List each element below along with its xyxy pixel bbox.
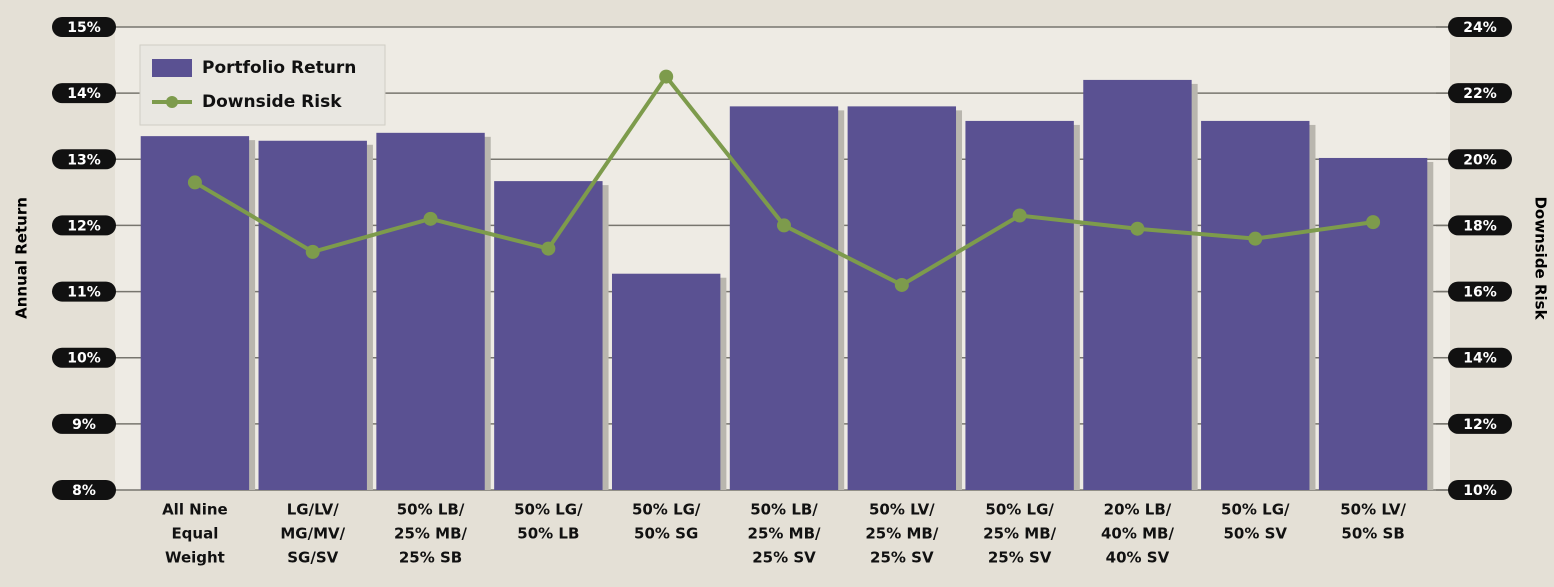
bar — [140, 136, 250, 490]
x-tick-label: 40% MB/ — [1101, 525, 1174, 543]
bar — [847, 106, 957, 490]
y-tick-label: 15% — [67, 20, 101, 36]
y2-tick-pill — [1448, 215, 1512, 236]
bar — [611, 273, 721, 490]
bar — [258, 140, 367, 490]
x-tick-label: 25% SV — [752, 549, 816, 567]
x-tick-label: 25% SV — [870, 549, 934, 567]
x-tick-label: 25% MB/ — [748, 525, 821, 543]
y2-axis-label: Downside Risk — [1532, 196, 1550, 320]
line-point — [1366, 215, 1381, 230]
bar — [1201, 120, 1310, 491]
x-tick-label: 50% SV — [1223, 525, 1287, 543]
x-tick-label: 50% LG/ — [985, 501, 1054, 519]
line-point — [659, 69, 674, 84]
y-tick-label: 12% — [67, 218, 101, 234]
legend-dot — [166, 96, 178, 108]
bar — [1083, 79, 1192, 491]
line-point — [1130, 221, 1145, 236]
y2-tick-label: 10% — [1463, 483, 1497, 499]
y2-tick-label: 22% — [1463, 86, 1497, 102]
x-tick-label: 50% LB/ — [750, 501, 818, 519]
line-point — [187, 175, 202, 190]
x-tick-label: 50% SB — [1341, 525, 1404, 543]
x-tick-label: 50% LV/ — [1340, 501, 1406, 519]
x-tick-label: 50% LG/ — [1221, 501, 1290, 519]
x-tick-label: Weight — [165, 549, 225, 567]
x-tick-label: MG/MV/ — [280, 525, 345, 543]
x-tick-label: 50% LV/ — [869, 501, 935, 519]
bar — [965, 120, 1074, 491]
y2-tick-label: 12% — [1463, 417, 1497, 433]
x-tick-label: 25% MB/ — [983, 525, 1056, 543]
legend-swatch — [152, 59, 192, 77]
x-tick-label: SG/SV — [287, 549, 338, 567]
y2-tick-pill — [1448, 83, 1512, 104]
y-axis-label: Annual Return — [13, 197, 31, 319]
y2-tick-label: 16% — [1463, 285, 1497, 301]
x-tick-label: LG/LV/ — [287, 501, 339, 519]
y-tick-pill — [52, 347, 116, 368]
x-tick-label: 50% LG/ — [514, 501, 583, 519]
x-tick-label: 20% LB/ — [1104, 501, 1172, 519]
y2-tick-pill — [1448, 17, 1512, 37]
y-tick-label: 9% — [72, 417, 96, 433]
y-tick-label: 13% — [67, 152, 101, 168]
y-tick-label: 10% — [67, 351, 101, 367]
y-tick-pill — [52, 83, 116, 104]
y-tick-pill — [52, 215, 116, 236]
y2-tick-pill — [1448, 149, 1512, 170]
y-tick-label: 14% — [67, 86, 101, 102]
line-point — [777, 218, 791, 233]
legend-label: Downside Risk — [202, 92, 342, 112]
y2-tick-pill — [1448, 480, 1512, 500]
y2-tick-pill — [1448, 281, 1512, 302]
y-tick-pill — [52, 480, 116, 500]
legend-label: Portfolio Return — [202, 58, 356, 78]
x-tick-label: 25% MB/ — [865, 525, 938, 543]
y-tick-pill — [52, 17, 116, 37]
bar — [1318, 157, 1428, 490]
y-tick-pill — [52, 281, 116, 302]
line-point — [423, 211, 438, 226]
legend-box — [139, 44, 386, 126]
line-point — [894, 277, 909, 292]
y2-tick-label: 18% — [1463, 218, 1497, 234]
line-point — [1012, 208, 1027, 223]
x-tick-label: 50% LB — [517, 525, 579, 543]
line-point — [305, 244, 320, 259]
y-tick-pill — [52, 413, 116, 434]
line-point — [1248, 231, 1263, 246]
y2-tick-label: 24% — [1463, 20, 1497, 36]
x-tick-label: 50% SG — [634, 525, 698, 543]
bar — [376, 132, 485, 491]
y-tick-label: 11% — [67, 285, 101, 301]
line-point — [541, 241, 556, 256]
y2-tick-label: 20% — [1463, 152, 1497, 168]
bar — [494, 181, 603, 490]
bar — [729, 106, 839, 490]
y2-tick-pill — [1448, 413, 1512, 434]
x-tick-label: 25% SV — [988, 549, 1052, 567]
y2-tick-label: 14% — [1463, 351, 1497, 367]
y-tick-pill — [52, 149, 116, 170]
x-tick-label: 50% LG/ — [632, 501, 701, 519]
x-tick-label: All Nine — [162, 501, 228, 519]
y-tick-label: 8% — [72, 483, 96, 499]
x-tick-label: Equal — [171, 525, 218, 543]
x-tick-label: 40% SV — [1106, 549, 1170, 567]
y2-tick-pill — [1448, 347, 1512, 368]
x-tick-label: 25% SB — [399, 549, 462, 567]
x-tick-label: 50% LB/ — [397, 501, 465, 519]
x-tick-label: 25% MB/ — [394, 525, 467, 543]
